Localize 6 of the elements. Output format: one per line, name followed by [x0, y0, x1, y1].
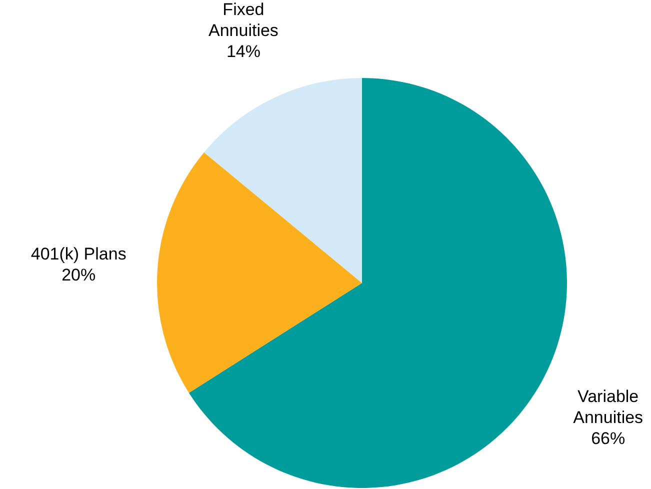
data-label: 66% — [591, 428, 626, 448]
slice-label: 401(k) Plans — [30, 244, 126, 264]
slice-label: Fixed Annuities — [208, 0, 278, 40]
data-label: 20% — [62, 265, 96, 284]
data-label: 14% — [226, 42, 260, 61]
slice-label: Variable Annuities — [573, 386, 644, 427]
